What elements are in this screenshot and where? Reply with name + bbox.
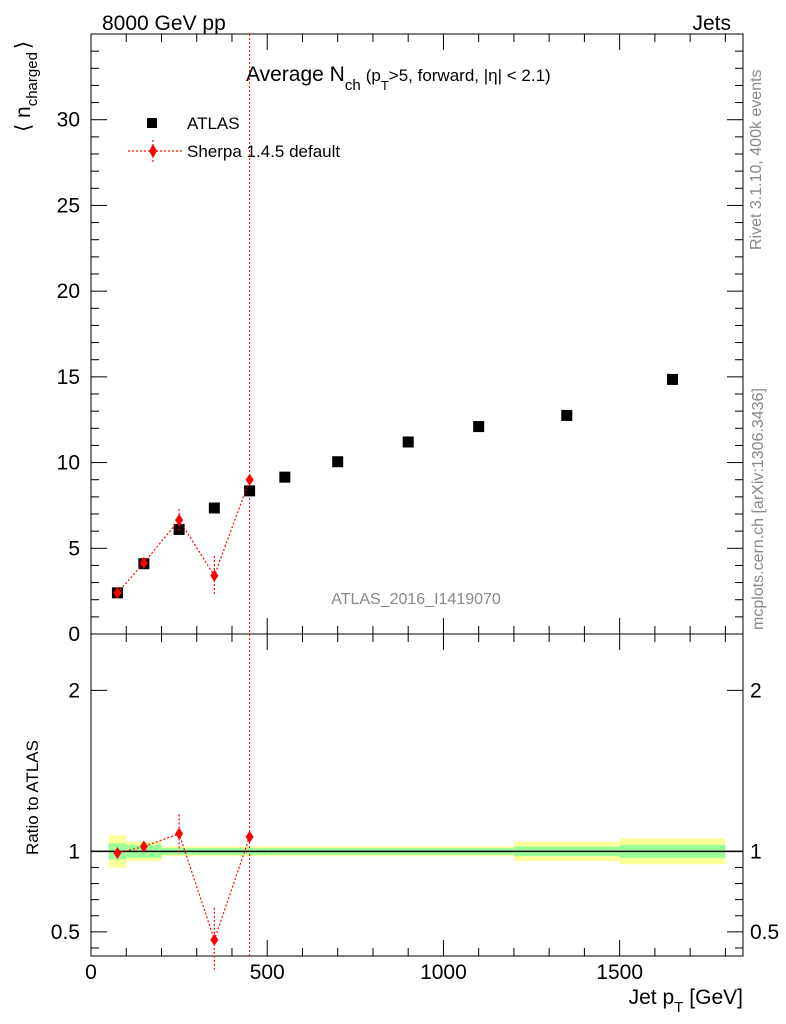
ratio-y-tick-label-right: 1 [750,840,762,863]
sherpa-line [116,479,251,594]
rivet-label: Rivet 3.1.10, 400k events [748,69,765,250]
top-ylabel: ⟨ ncharged ⟩ [12,41,41,132]
sherpa-point [113,586,122,599]
mcplots-label: mcplots.cern.ch [arXiv:1306.3436] [750,388,767,630]
bottom-ylabel: Ratio to ATLAS [23,740,42,855]
ratio-y-tick-label-right: 2 [750,679,762,702]
xlabel-unit: [GeV] [689,986,743,1009]
x-tick-label: 0 [85,961,97,984]
atlas-point [561,409,573,421]
y-tick-label: 5 [68,537,80,560]
legend-sherpa-label: Sherpa 1.4.5 default [187,142,340,161]
top-ylabel-close: ⟩ [12,41,35,49]
tick-labels: 0 500 1000 1500 0 5 10 15 20 25 30 0.5 0.5 1 1 2 2 [51,109,779,984]
sherpa-ratio-point [210,933,219,946]
sherpa-ratio-point [113,846,122,859]
y-tick-label: 0 [68,623,80,646]
top-ylabel-sub: charged [24,52,41,106]
plot-title: Average Nch (pT>5, forward, |η| < 2.1) [246,63,551,94]
sherpa-ratio-point [139,840,148,853]
sherpa-point [245,473,254,486]
atlas-point [244,485,256,497]
y-tick-label: 15 [57,366,80,389]
x-tick-label: 1500 [596,961,643,984]
ratio-y-tick-label: 0.5 [51,921,80,944]
ratio-y-tick-label: 2 [68,679,80,702]
sherpa-point [175,514,184,526]
sherpa-ratio-point [175,827,184,840]
legend-atlas-marker [147,118,157,128]
ratio-panel-frame [90,633,744,957]
header-right: Jets [692,12,731,35]
x-tick-label: 500 [250,961,285,984]
atlas-point [332,456,344,468]
axis-ticks [90,34,743,956]
atlas-point [667,373,679,385]
sherpa-point [139,556,148,569]
x-tick-label: 1000 [420,961,467,984]
y-tick-label: 25 [57,194,80,217]
xlabel-sub: T [674,999,683,1016]
title-cond-sub: T [381,78,389,93]
sherpa-ratio-point [245,830,254,843]
atlas-point [208,502,220,514]
title-cond-open: (p [366,66,381,85]
atlas-point [279,471,291,483]
header-left: 8000 GeV pp [102,12,226,35]
y-tick-label: 10 [57,452,80,475]
xlabel: Jet pT [GeV] [629,986,743,1016]
y-tick-label: 20 [57,280,80,303]
ratio-y-tick-label-right: 0.5 [750,921,779,944]
data-marks [111,373,679,973]
y-tick-label: 30 [57,109,80,132]
ratio-y-tick-label: 1 [68,840,80,863]
sherpa-point [210,569,219,582]
title-main-sub: ch [345,77,361,94]
top-ylabel-main: ⟨ n [12,106,35,132]
xlabel-main: Jet p [629,986,675,1009]
title-main: Average N [246,63,345,86]
legend-sherpa-marker [149,144,157,158]
atlas-point [473,421,485,433]
title-cond-rest: >5, forward, |η| < 2.1) [389,66,551,85]
atlas-point [402,436,414,448]
legend-atlas-label: ATLAS [187,114,240,133]
analysis-watermark: ATLAS_2016_I1419070 [331,591,501,608]
